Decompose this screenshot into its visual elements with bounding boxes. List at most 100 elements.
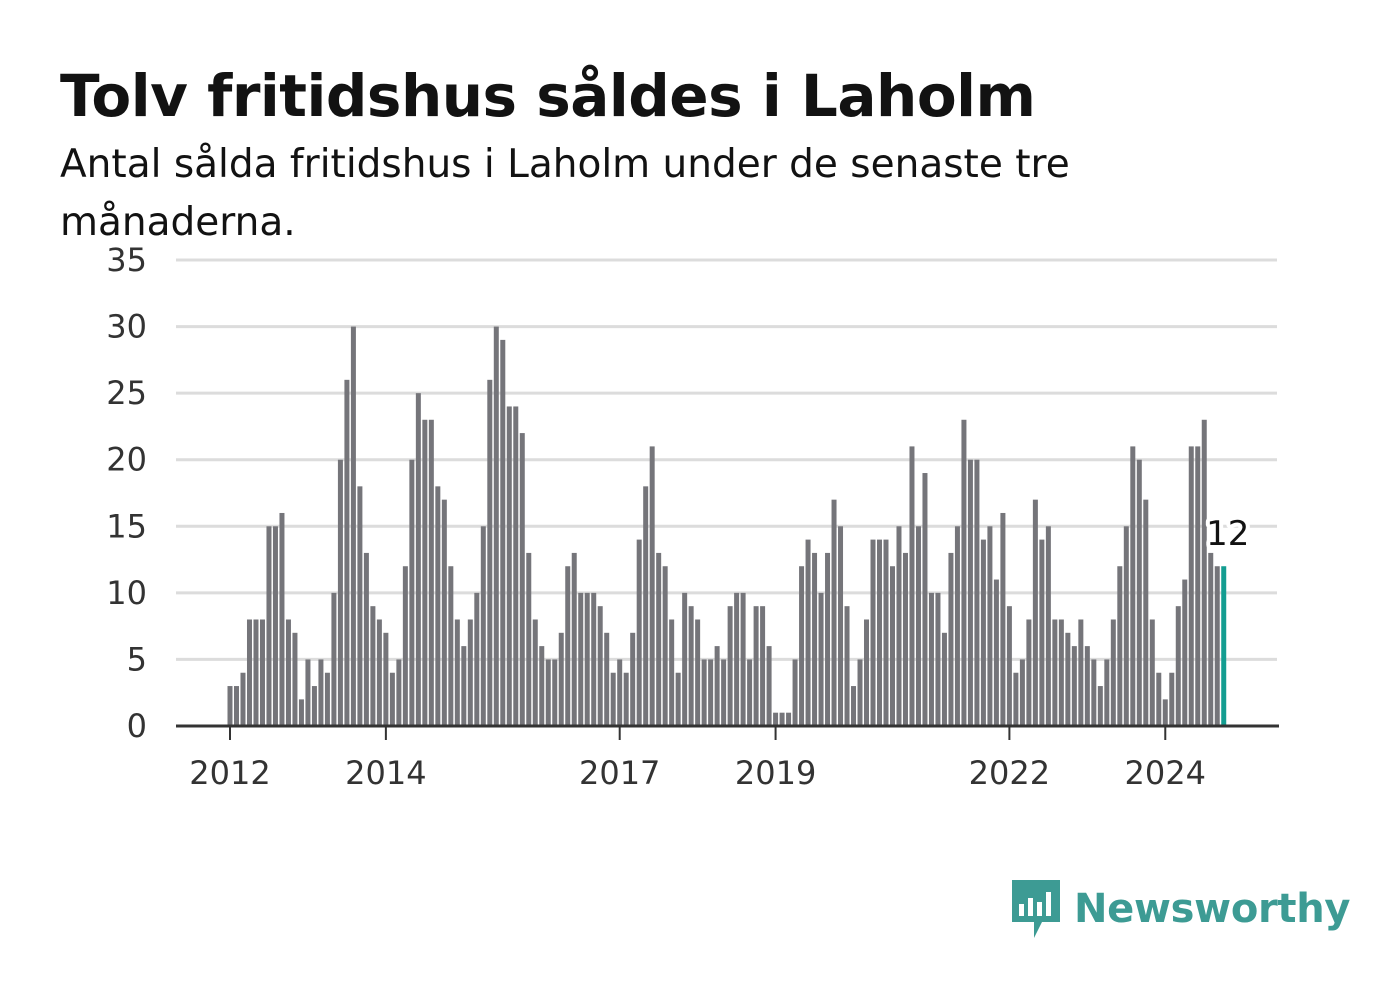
bar [831,499,837,726]
x-tick-label: 2014 [345,754,426,792]
bar [1175,606,1181,726]
bar [357,486,363,726]
bar [786,712,792,726]
bar [1071,646,1077,726]
bar [805,539,811,726]
x-tick-label: 2022 [969,754,1050,792]
bar [1019,659,1025,726]
bar [695,619,701,726]
bar [864,619,870,726]
bar [1058,619,1064,726]
y-tick-label: 25 [106,374,147,412]
bar [1188,446,1194,726]
bar [844,606,850,726]
bar [727,606,733,726]
bar [721,659,727,726]
bar [928,592,934,726]
y-axis: 0 5 10 15 20 25 30 35 [106,241,147,745]
bar [1214,566,1220,726]
bar [428,419,434,726]
bar [773,712,779,726]
bar [292,632,298,726]
bar [896,526,902,726]
bar [253,619,259,726]
bar [734,592,740,726]
bar [1078,619,1084,726]
bar [285,619,291,726]
x-tick-label: 2024 [1125,754,1206,792]
bar [266,526,272,726]
bar [630,632,636,726]
bar [818,592,824,726]
bar [1149,619,1155,726]
bar [649,446,655,726]
bar [883,539,889,726]
bar [344,379,350,726]
bar [305,659,311,726]
bar [643,486,649,726]
bar [480,526,486,726]
bar [591,592,597,726]
bar [1006,606,1012,726]
bar [246,619,252,726]
bar [701,659,707,726]
bar [584,592,590,726]
y-tick-label: 5 [127,640,147,678]
bar [279,512,285,726]
bar [1013,672,1019,726]
bar [318,659,324,726]
bar [1052,619,1058,726]
bar [1123,526,1129,726]
chart-title: Tolv fritidshus såldes i Laholm [60,62,1036,130]
bar [545,659,551,726]
bar [461,646,467,726]
bar [272,526,278,726]
bar [376,619,382,726]
bar [1182,579,1188,726]
bar [1130,446,1136,726]
bar [974,459,980,726]
bar [961,419,967,726]
bar [740,592,746,726]
bar [935,592,941,726]
bar [682,592,688,726]
bar [324,672,330,726]
bar [350,326,356,726]
bar [623,672,629,726]
chart-subtitle: Antal sålda fritidshus i Laholm under de… [60,142,1070,245]
y-tick-label: 10 [106,574,147,612]
bar [636,539,642,726]
bar [1162,699,1168,726]
x-axis: 2012 2014 2017 2019 2022 2024 [176,724,1279,792]
bar [337,459,343,726]
bar [493,326,499,726]
bar [1169,672,1175,726]
bar [1000,512,1006,726]
bar [825,552,831,726]
bar [441,499,447,726]
bar [675,672,681,726]
bar [617,659,623,726]
annotations: 12 [1202,510,1253,558]
bar [1032,499,1038,726]
bar [954,526,960,726]
bar [851,686,857,726]
brand-name: Newsworthy [1074,886,1351,932]
bar [870,539,876,726]
bar [902,552,908,726]
bar [987,526,993,726]
bar [1097,686,1103,726]
bar [571,552,577,726]
bar [799,566,805,726]
bar [435,486,441,726]
newsworthy-logo-icon [1012,880,1060,938]
bar [233,686,239,726]
bar [454,619,460,726]
bar [877,539,882,726]
bar [558,632,564,726]
bar-highlight [1221,566,1227,726]
bar [383,632,389,726]
bar [1110,619,1116,726]
bar [227,686,233,726]
